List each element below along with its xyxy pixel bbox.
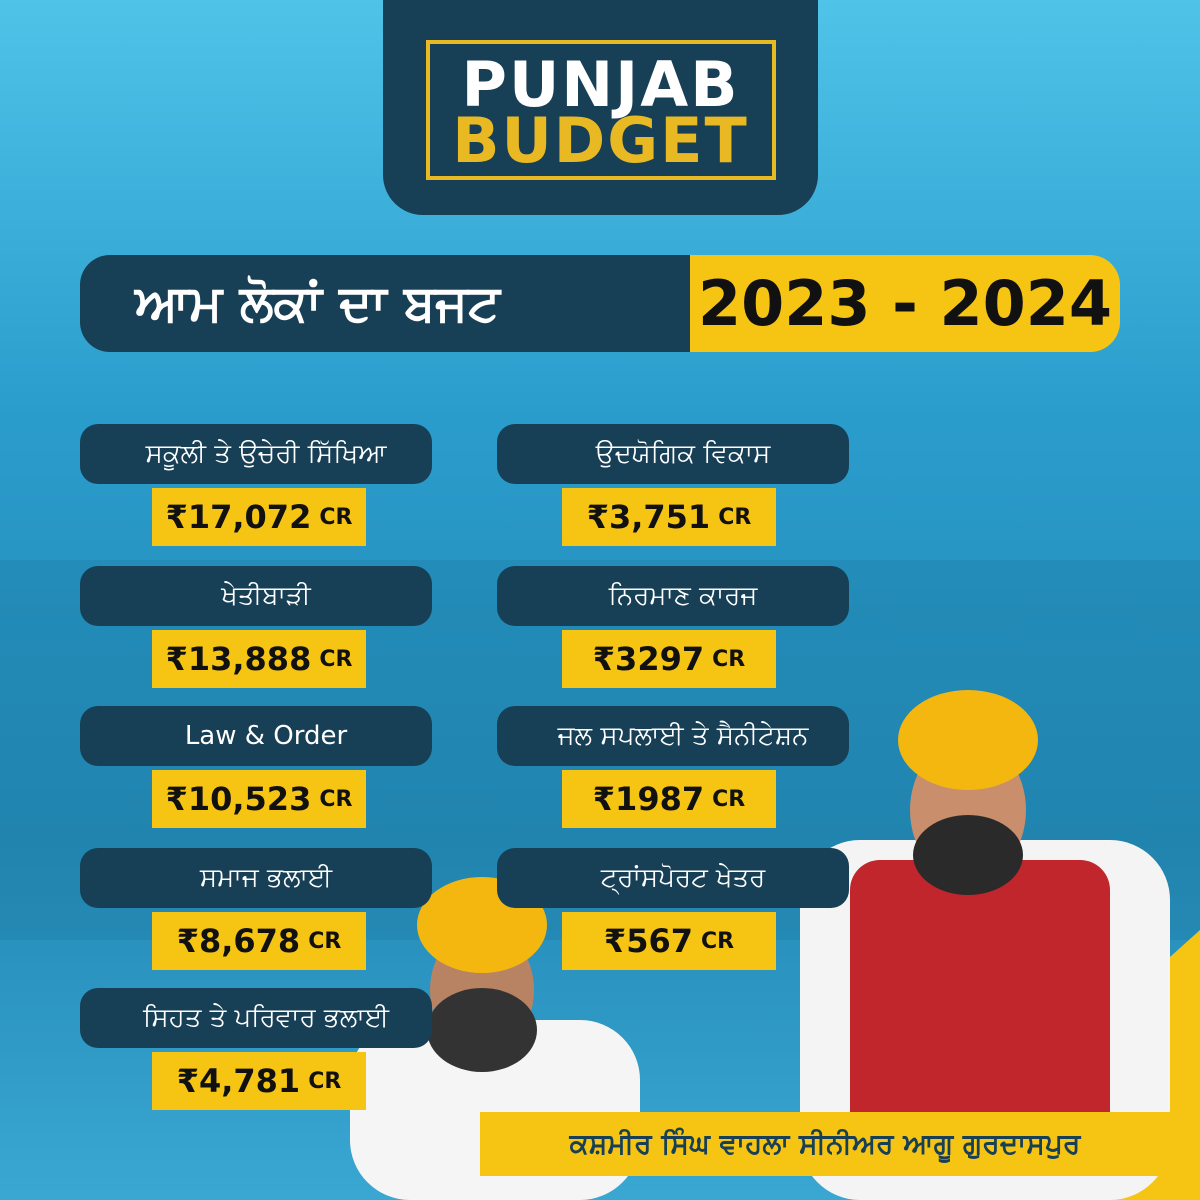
item-label: ਖੇਤੀਬਾੜੀ xyxy=(80,566,432,626)
item-unit: CR xyxy=(308,928,342,954)
item-amount-box: ₹17,072 CR xyxy=(152,488,366,546)
item-amount-box: ₹3297 CR xyxy=(562,630,776,688)
item-unit: CR xyxy=(319,646,353,672)
item-amount-box: ₹13,888 CR xyxy=(152,630,366,688)
logo-text: PUNJAB xyxy=(461,48,740,121)
item-unit: CR xyxy=(319,786,353,812)
item-amount: ₹10,523 xyxy=(165,780,312,818)
item-amount: ₹17,072 xyxy=(165,498,312,536)
item-amount: ₹567 xyxy=(603,922,693,960)
item-label: Law & Order xyxy=(80,706,432,766)
item-amount-box: ₹10,523 CR xyxy=(152,770,366,828)
item-amount-box: ₹8,678 CR xyxy=(152,912,366,970)
item-unit: CR xyxy=(319,504,353,530)
item-amount-box: ₹3,751 CR xyxy=(562,488,776,546)
item-amount: ₹4,781 xyxy=(176,1062,301,1100)
item-amount: ₹13,888 xyxy=(165,640,312,678)
item-amount-box: ₹4,781 CR xyxy=(152,1052,366,1110)
item-amount-box: ₹1987 CR xyxy=(562,770,776,828)
item-label: ਉਦਯੋਗਿਕ ਵਿਕਾਸ xyxy=(497,424,849,484)
item-amount: ₹3297 xyxy=(592,640,705,678)
item-unit: CR xyxy=(308,1068,342,1094)
item-unit: CR xyxy=(712,646,746,672)
banner-years: 2023 - 2024 xyxy=(690,255,1120,352)
footer-caption: ਕਸ਼ਮੀਰ ਸਿੰਘ ਵਾਹਲਾ ਸੀਨੀਅਰ ਆਗੂ ਗੁਰਦਾਸਪੁਰ xyxy=(480,1112,1170,1176)
item-label: ਜਲ ਸਪਲਾਈ ਤੇ ਸੈਨੀਟੇਸ਼ਨ xyxy=(497,706,849,766)
item-amount: ₹8,678 xyxy=(176,922,301,960)
logo-text: BUDGET xyxy=(452,104,749,177)
item-label: ਨਿਰਮਾਣ ਕਾਰਜ xyxy=(497,566,849,626)
item-label: ਸਿਹਤ ਤੇ ਪਰਿਵਾਰ ਭਲਾਈ xyxy=(80,988,432,1048)
banner-title: ਆਮ ਲੋਕਾਂ ਦਾ ਬਜਟ xyxy=(80,255,720,352)
item-label: ਟ੍ਰਾਂਸਪੋਰਟ ਖੇਤਰ xyxy=(497,848,849,908)
item-unit: CR xyxy=(712,786,746,812)
item-amount-box: ₹567 CR xyxy=(562,912,776,970)
item-label: ਸਮਾਜ ਭਲਾਈ xyxy=(80,848,432,908)
item-unit: CR xyxy=(718,504,752,530)
item-unit: CR xyxy=(700,928,735,954)
logo-frame xyxy=(426,40,776,180)
item-amount: ₹3,751 xyxy=(586,498,711,536)
item-label: ਸਕੂਲੀ ਤੇ ਉਚੇਰੀ ਸਿੱਖਿਆ xyxy=(80,424,432,484)
item-amount: ₹1987 xyxy=(592,780,705,818)
